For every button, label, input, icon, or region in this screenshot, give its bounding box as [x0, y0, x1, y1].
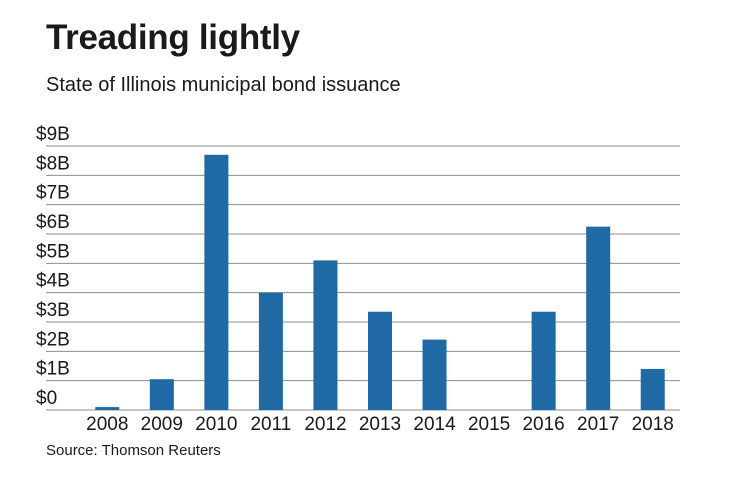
x-tick-label-2014: 2014 — [413, 414, 456, 435]
bars — [95, 154, 665, 410]
y-tick-label: $7B — [36, 183, 70, 204]
x-tick-label-2009: 2009 — [141, 414, 183, 435]
y-tick-label: $6B — [36, 212, 70, 233]
y-tick-label: $2B — [36, 329, 70, 350]
bar-2017 — [586, 226, 611, 410]
y-tick-label: $5B — [36, 241, 70, 262]
x-tick-label-2017: 2017 — [577, 414, 619, 435]
bar-2009 — [149, 379, 174, 410]
x-tick-label-2012: 2012 — [304, 414, 346, 435]
bar-2014 — [422, 339, 447, 410]
x-tick-label-2015: 2015 — [468, 414, 510, 435]
bar-2008 — [95, 407, 120, 410]
x-tick-label-2010: 2010 — [195, 414, 237, 435]
y-tick-label: $0 — [36, 388, 57, 409]
bar-2010 — [204, 154, 229, 410]
bar-2013 — [368, 311, 392, 410]
y-tick-label: $8B — [36, 153, 70, 174]
y-tick-label: $4B — [36, 271, 70, 292]
bar-2016 — [531, 311, 556, 410]
chart-subtitle: State of Illinois municipal bond issuanc… — [46, 74, 401, 96]
x-tick-label-2018: 2018 — [632, 414, 674, 435]
gridlines — [46, 145, 680, 411]
x-tick-label-2008: 2008 — [86, 414, 128, 435]
x-tick-label-2016: 2016 — [522, 414, 564, 435]
y-tick-label: $3B — [36, 300, 70, 321]
x-axis-tick-labels: 2008 2009 2010 2011 2012 2013 2014 2015 2016 2017… — [86, 414, 674, 435]
bar-chart: $0$1B$2B$3B$4B$5B$6B$7B$8B$9B 2008 2009 20… — [36, 124, 680, 435]
source-note: Source: Thomson Reuters — [46, 442, 221, 459]
x-tick-label-2011: 2011 — [250, 414, 291, 435]
y-tick-label: $9B — [36, 124, 70, 145]
bar-2011 — [258, 292, 283, 410]
x-tick-label-2013: 2013 — [359, 414, 401, 435]
bar-2012 — [313, 260, 338, 410]
y-axis-tick-labels: $0 $1B $2B $3B $4B $5B $6B $7B $8B $9B — [36, 124, 70, 409]
bar-2018 — [640, 368, 665, 410]
y-tick-label: $1B — [36, 359, 70, 380]
chart-title: Treading lightly — [46, 18, 300, 57]
